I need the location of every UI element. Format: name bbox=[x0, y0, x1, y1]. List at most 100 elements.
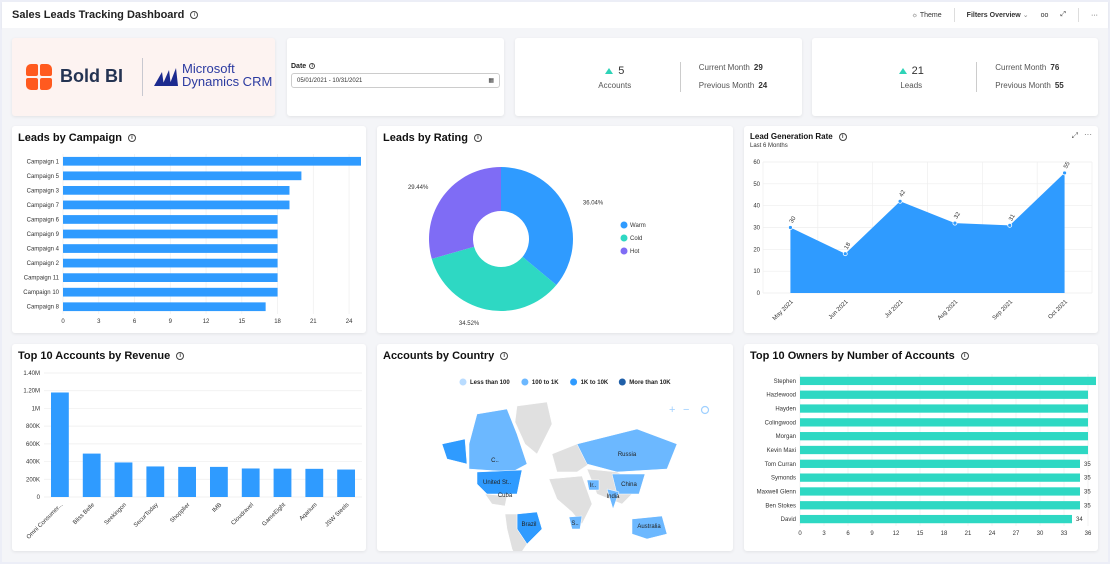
y-tick-label: Campaign 2 bbox=[27, 261, 60, 267]
x-tick-label: Sep 2021 bbox=[992, 299, 1015, 322]
country-label: S.. bbox=[571, 521, 579, 527]
x-tick-label: Aug 2021 bbox=[937, 299, 960, 322]
x-tick-label: 3 bbox=[822, 531, 826, 537]
date-range-input[interactable]: 05/01/2021 - 10/31/2021 ▦ bbox=[291, 73, 500, 88]
country-label: India bbox=[606, 494, 620, 500]
calendar-icon[interactable]: ▦ bbox=[488, 78, 494, 84]
expand-icon[interactable]: ⤢ bbox=[1071, 131, 1078, 140]
country-alaska bbox=[441, 438, 468, 465]
area-series bbox=[790, 172, 1065, 293]
data-point bbox=[842, 251, 848, 257]
info-icon[interactable]: i bbox=[960, 352, 969, 361]
y-tick-label: Stephen bbox=[774, 379, 796, 385]
chevron-down-icon: ⌄ bbox=[1022, 12, 1029, 19]
country-label: Cuba bbox=[498, 493, 513, 499]
country-label: Russia bbox=[618, 452, 637, 458]
country-label: Brazil bbox=[521, 522, 536, 528]
country-label: C.. bbox=[491, 458, 499, 464]
x-tick-label: Jul 2021 bbox=[884, 299, 905, 320]
leads-by-campaign-card: Leads by Campaign i 0 3 6 9 12 15 18 21 24 Campaig… bbox=[12, 126, 366, 333]
bar bbox=[63, 186, 290, 195]
dashboard-canvas: Bold BI Microsoft Dynamics CRM Date i 05/0… bbox=[2, 28, 1108, 562]
y-tick-label: Morgan bbox=[776, 434, 796, 440]
info-icon[interactable]: i bbox=[190, 11, 199, 19]
y-tick-label: 200K bbox=[26, 477, 40, 483]
x-tick-label: 0 bbox=[61, 319, 65, 325]
x-tick-label: 6 bbox=[133, 319, 137, 325]
bar bbox=[82, 453, 101, 497]
x-tick-label: 12 bbox=[893, 531, 900, 537]
donut-slice bbox=[429, 167, 501, 259]
bar bbox=[63, 273, 278, 282]
zoom-out-icon[interactable]: − bbox=[683, 404, 689, 416]
data-label: 32 bbox=[953, 211, 962, 220]
bar bbox=[305, 468, 324, 497]
y-tick-label: Hayden bbox=[775, 407, 796, 413]
x-tick-label: 24 bbox=[989, 531, 996, 537]
data-point bbox=[897, 198, 903, 204]
date-filter-card: Date i 05/01/2021 - 10/31/2021 ▦ bbox=[287, 38, 504, 116]
x-tick-label: 24 bbox=[346, 319, 353, 325]
info-icon[interactable]: i bbox=[127, 134, 136, 143]
world-map[interactable]: Less than 100 100 to 1K 1K to 10K More than… bbox=[377, 344, 733, 551]
leads-by-rating-chart: 36.04% 34.52% 29.44% Warm Cold Hot bbox=[408, 167, 646, 327]
country-africa bbox=[548, 475, 593, 525]
y-tick-label: Colingwood bbox=[765, 420, 796, 426]
y-tick-label: 600K bbox=[26, 442, 40, 448]
y-tick-label: 60 bbox=[753, 160, 760, 166]
more-options-icon[interactable]: ··· bbox=[1084, 130, 1092, 139]
lead-generation-chart: 0 10 20 30 40 50 60 30 May 2021 18 Jun 2021 42 Jul 2… bbox=[753, 160, 1093, 322]
bar bbox=[800, 418, 1088, 427]
y-tick-label: 50 bbox=[753, 182, 760, 188]
y-tick-label: Campaign 1 bbox=[27, 159, 60, 165]
leads-by-rating-card: Leads by Rating i 36.04% 34.52% 29.44% Warm C… bbox=[377, 126, 733, 333]
data-point bbox=[1062, 170, 1067, 176]
legend-marker bbox=[521, 378, 529, 386]
legend-label: Warm bbox=[630, 223, 646, 229]
info-icon[interactable]: i bbox=[838, 132, 847, 141]
chart-title: Top 10 Accounts by Revenue i bbox=[18, 350, 185, 362]
reset-zoom-icon[interactable] bbox=[700, 405, 710, 415]
info-icon[interactable]: i bbox=[309, 63, 316, 70]
fullscreen-icon[interactable]: ⤢ bbox=[1060, 11, 1066, 18]
info-icon[interactable]: i bbox=[176, 352, 185, 361]
more-options-icon[interactable]: ··· bbox=[1091, 11, 1098, 19]
zoom-in-icon[interactable]: + bbox=[669, 404, 675, 416]
country-label: Ir.. bbox=[590, 483, 597, 489]
view-icon[interactable]: oo bbox=[1040, 11, 1049, 19]
y-tick-label: Campaign 6 bbox=[27, 217, 60, 223]
data-label: 35 bbox=[1084, 462, 1091, 468]
bar bbox=[209, 466, 228, 497]
x-tick-label: Bliss Belle bbox=[72, 502, 96, 526]
legend-label: 100 to 1K bbox=[532, 380, 559, 386]
country-mexico bbox=[484, 493, 508, 507]
bold-bi-logo-icon bbox=[26, 64, 52, 90]
y-tick-label: 30 bbox=[753, 226, 760, 232]
bar bbox=[800, 459, 1080, 468]
divider bbox=[976, 62, 978, 92]
country-australia bbox=[631, 515, 668, 540]
country-china bbox=[611, 473, 646, 495]
bar bbox=[146, 466, 165, 497]
legend-marker bbox=[620, 247, 628, 255]
country-iran bbox=[586, 479, 600, 491]
filters-overview-dropdown[interactable]: Filters Overview ⌄ bbox=[966, 12, 1029, 19]
sun-icon: ☼ bbox=[911, 11, 920, 19]
info-icon[interactable]: i bbox=[473, 134, 482, 143]
x-tick-label: Cloudravel bbox=[231, 502, 256, 527]
info-icon[interactable]: i bbox=[500, 352, 509, 361]
bar bbox=[800, 404, 1088, 413]
chart-title: Lead Generation Rate i bbox=[750, 132, 847, 141]
x-tick-label: 18 bbox=[274, 319, 281, 325]
x-tick-label: 12 bbox=[203, 319, 210, 325]
bar bbox=[273, 468, 292, 497]
y-tick-label: Maxwell Glenn bbox=[757, 489, 796, 495]
legend-label: More than 10K bbox=[629, 380, 671, 386]
date-filter-label: Date i bbox=[291, 63, 316, 70]
divider bbox=[953, 8, 955, 22]
trend-up-icon bbox=[898, 67, 907, 74]
bar bbox=[337, 469, 356, 497]
data-label: 35 bbox=[1084, 503, 1091, 509]
theme-button[interactable]: ☼ Theme bbox=[911, 11, 942, 19]
x-tick-label: 9 bbox=[169, 319, 173, 325]
